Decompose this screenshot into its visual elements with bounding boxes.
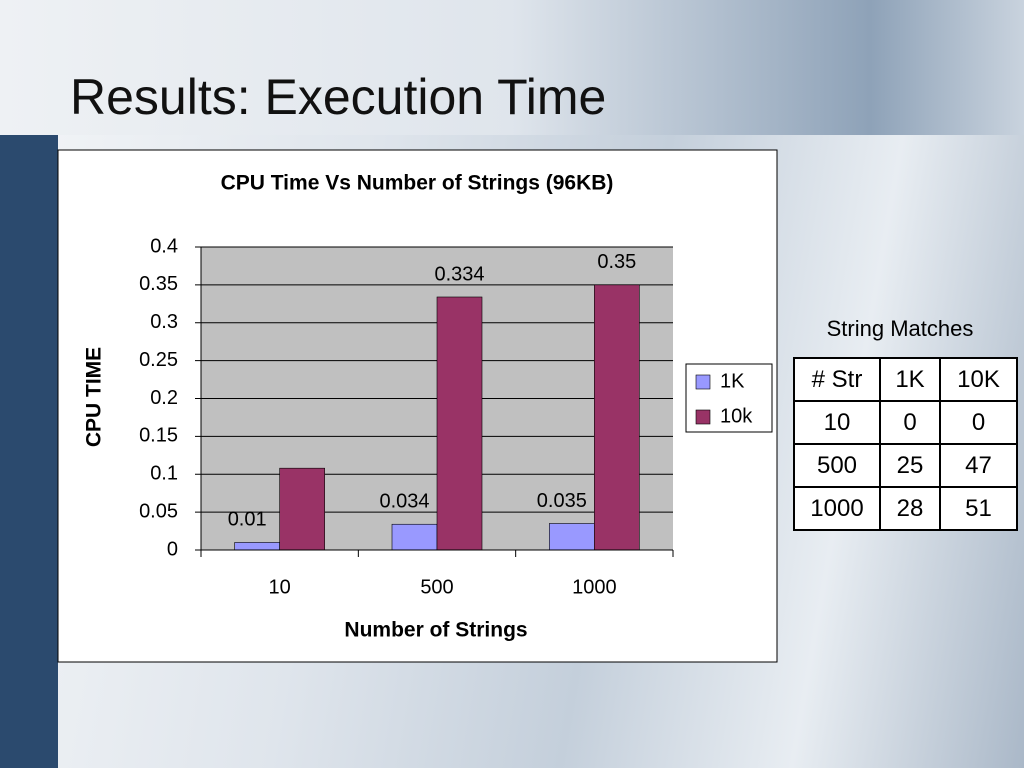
- y-tick-label: 0.1: [150, 463, 178, 485]
- header-band: [0, 0, 1024, 135]
- y-tick-label: 0: [167, 538, 178, 560]
- x-tick-label: 1000: [572, 576, 617, 598]
- bar: [594, 284, 640, 551]
- table-cell: 25: [879, 443, 941, 488]
- y-tick-label: 0.25: [139, 349, 178, 371]
- value-label: 0.334: [434, 263, 484, 285]
- value-label: 0.35: [597, 251, 636, 273]
- bar: [234, 542, 280, 551]
- x-tick-label: 10: [269, 576, 291, 598]
- table-cell: 0: [939, 400, 1018, 445]
- header-cell: 1K: [879, 357, 941, 402]
- table-cell: 0: [879, 400, 941, 445]
- table-cell: 47: [939, 443, 1018, 488]
- side-bar: [0, 135, 58, 768]
- y-tick-label: 0.3: [150, 311, 178, 333]
- header-cell: # Str: [793, 357, 881, 402]
- bar: [391, 523, 438, 551]
- legend-label: 1K: [720, 370, 745, 392]
- table-row: 10 0 0: [793, 400, 1018, 445]
- chart-title: CPU Time Vs Number of Strings (96KB): [221, 172, 614, 195]
- legend-label: 10k: [720, 405, 753, 427]
- y-axis-label: CPU TIME: [83, 347, 106, 447]
- table-cell: 51: [939, 486, 1018, 531]
- table-cell: 1000: [793, 486, 881, 531]
- y-tick-label: 0.05: [139, 500, 178, 522]
- table-row: 1000 28 51: [793, 486, 1018, 531]
- table: # Str 1K 10K 10 0 0 500 25 47 1000 28 51: [793, 357, 1018, 531]
- bar: [279, 467, 325, 551]
- x-tick-label: 500: [420, 576, 453, 598]
- table-caption: String Matches: [826, 316, 974, 341]
- table-cell: 28: [879, 486, 941, 531]
- bar: [549, 523, 595, 551]
- legend-swatch: [695, 409, 711, 425]
- slide-title: Results: Execution Time: [70, 69, 607, 125]
- legend-swatch: [695, 374, 711, 390]
- value-label: 0.035: [537, 490, 587, 512]
- value-label: 0.034: [379, 491, 429, 513]
- y-tick-label: 0.2: [150, 387, 178, 409]
- table-row: 500 25 47: [793, 443, 1018, 488]
- y-tick-label: 0.35: [139, 273, 178, 295]
- bar: [436, 296, 483, 551]
- y-tick-label: 0.15: [139, 425, 178, 447]
- header-cell: 10K: [939, 357, 1018, 402]
- y-tick-label: 0.4: [150, 235, 178, 257]
- value-label: 0.01: [228, 509, 267, 531]
- table-cell: 10: [793, 400, 881, 445]
- table-cell: 500: [793, 443, 881, 488]
- x-axis-label: Number of Strings: [344, 619, 527, 642]
- table-row: # Str 1K 10K: [793, 357, 1018, 402]
